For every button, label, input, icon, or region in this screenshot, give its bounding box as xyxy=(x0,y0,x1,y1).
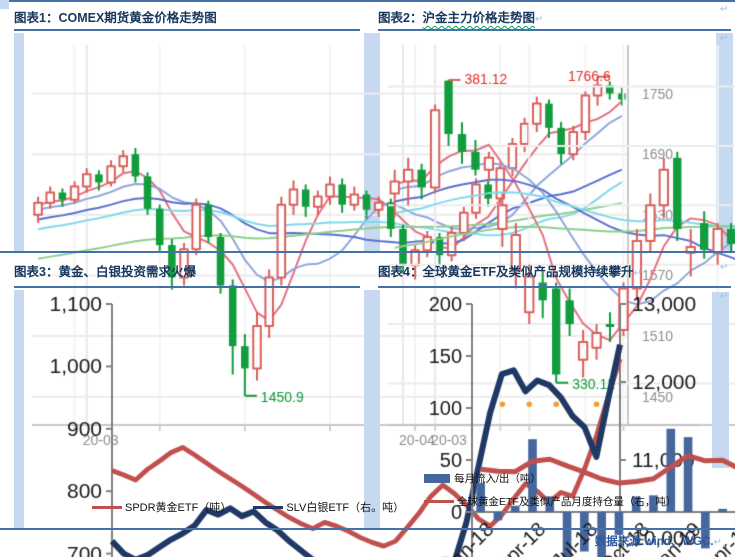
cell-margin-strip xyxy=(14,33,24,251)
figure2-title-text: 沪金主力价格走势图 xyxy=(422,11,535,25)
spdr-line-swatch xyxy=(92,505,122,509)
spdr-legend-label: SPDR黄金ETF（吨） xyxy=(125,502,232,514)
chart3-legend-slv: SLV白银ETF（右。吨） xyxy=(253,499,404,515)
monthly-flow-legend-label: 每月流入/出（吨） xyxy=(454,473,541,485)
figure2-title-rule xyxy=(378,29,731,31)
figure4-title: 图表4：全球黄金ETF及类似产品规模持续攀升↵ xyxy=(378,261,642,280)
data-source-text: 数据来源:wind、WGC. xyxy=(594,536,714,548)
holdings-line-swatch xyxy=(424,500,454,503)
paragraph-mark: ↵ xyxy=(720,33,729,44)
figure1-title: 图表1：COMEX期货黄金价格走势图 xyxy=(14,7,217,26)
monthly-flow-bar-swatch xyxy=(424,474,450,483)
paragraph-mark: ↵ xyxy=(720,4,729,15)
chart4-legend-holdings: 全球黄金ETF及类似产品月度持仓量（右，吨） xyxy=(424,494,676,509)
slv-line-swatch xyxy=(253,505,284,509)
figure1-title-text: 图表1：COMEX期货黄金价格走势图 xyxy=(14,11,217,25)
figure4-title-text: 图表4：全球黄金ETF及类似产品规模持续攀升 xyxy=(378,265,634,279)
figure1-title-rule xyxy=(14,29,360,31)
row-separator xyxy=(0,251,735,253)
paragraph-mark: ↵ xyxy=(713,537,722,548)
slv-legend-label: SLV白银ETF（右。吨） xyxy=(286,502,405,514)
table-bottom-border xyxy=(0,528,735,530)
figure3-title-rule xyxy=(14,286,360,288)
paragraph-mark: ↵ xyxy=(720,262,729,273)
paragraph-mark: ↵ xyxy=(534,14,544,25)
figure3-title-text: 图表3：黄金、白银投资需求火爆 xyxy=(14,265,196,279)
paragraph-mark: ↵ xyxy=(720,291,729,302)
chart4-legend-flows: 每月流入/出（吨） xyxy=(424,471,541,486)
figure2-title-prefix: 图表2： xyxy=(378,11,423,25)
holdings-legend-label: 全球黄金ETF及类似产品月度持仓量（右，吨） xyxy=(457,496,677,508)
chart3-legend-spdr: SPDR黄金ETF（吨） xyxy=(92,499,231,515)
table-top-border xyxy=(9,0,735,2)
cell-margin-strip xyxy=(14,290,24,528)
chart3-legend: SPDR黄金ETF（吨） SLV白银ETF（右。吨） xyxy=(92,499,426,515)
figure3-title: 图表3：黄金、白银投资需求火爆 xyxy=(14,261,196,280)
data-source-note: 数据来源:wind、WGC.↵ xyxy=(360,533,722,549)
gold-etf-flows-combo-chart xyxy=(380,292,735,557)
figure4-title-rule xyxy=(378,286,731,288)
paragraph-mark: ↵ xyxy=(633,268,642,279)
table-corner-cell xyxy=(0,0,9,9)
figure2-title: 图表2：沪金主力价格走势图↵ xyxy=(378,7,543,26)
